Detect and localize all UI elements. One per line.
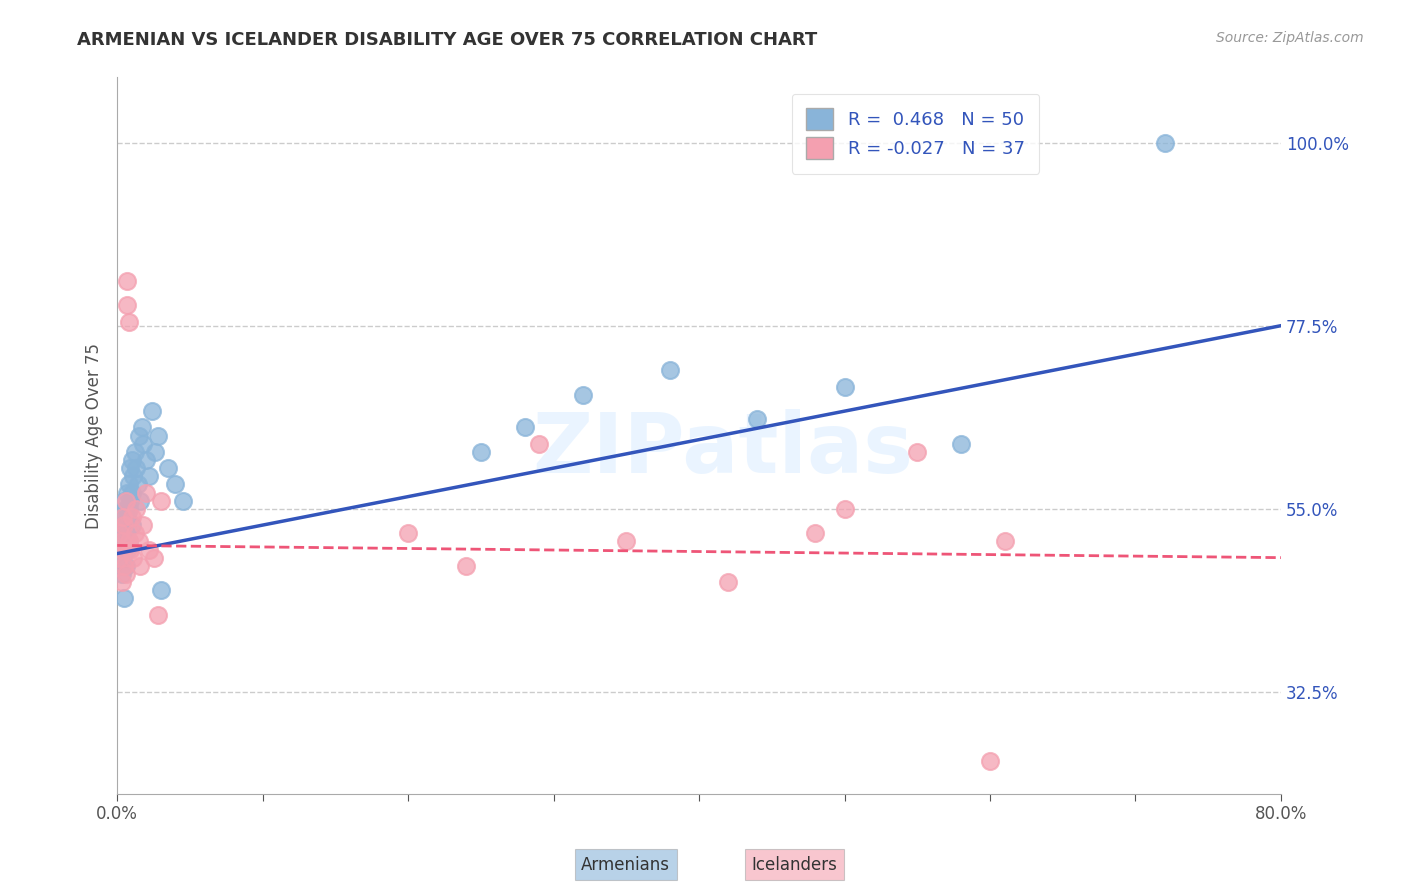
Point <box>172 493 194 508</box>
Point <box>108 526 131 541</box>
Point <box>115 501 138 516</box>
Point <box>122 469 145 483</box>
Point <box>905 445 928 459</box>
Point <box>834 380 856 394</box>
Point <box>108 550 131 565</box>
Point <box>114 558 136 573</box>
Text: ZIPatlas: ZIPatlas <box>531 409 912 491</box>
Point <box>114 493 136 508</box>
Point <box>834 501 856 516</box>
Point <box>115 526 138 541</box>
Point <box>157 461 180 475</box>
Point <box>571 388 593 402</box>
Point <box>117 274 139 288</box>
Point <box>110 534 132 549</box>
Point <box>146 428 169 442</box>
Point <box>659 363 682 377</box>
Point <box>111 534 134 549</box>
Point <box>129 493 152 508</box>
Point <box>131 420 153 434</box>
Point <box>118 534 141 549</box>
Text: ARMENIAN VS ICELANDER DISABILITY AGE OVER 75 CORRELATION CHART: ARMENIAN VS ICELANDER DISABILITY AGE OVE… <box>77 31 817 49</box>
Point <box>121 453 143 467</box>
Point <box>110 510 132 524</box>
Point <box>117 298 139 312</box>
Point <box>149 493 172 508</box>
Legend: R =  0.468   N = 50, R = -0.027   N = 37: R = 0.468 N = 50, R = -0.027 N = 37 <box>792 94 1039 174</box>
Point <box>115 558 138 573</box>
Point <box>118 534 141 549</box>
Text: Icelanders: Icelanders <box>751 855 838 873</box>
Point <box>128 534 150 549</box>
Point <box>614 534 637 549</box>
Point <box>114 591 136 606</box>
Point <box>456 558 478 573</box>
Point <box>396 526 419 541</box>
Point <box>165 477 187 491</box>
Point <box>118 477 141 491</box>
Point <box>979 754 1001 768</box>
Point <box>120 493 142 508</box>
Point <box>107 550 129 565</box>
Point <box>124 526 146 541</box>
Point <box>121 518 143 533</box>
Point <box>117 485 139 500</box>
Point <box>146 607 169 622</box>
Point <box>124 445 146 459</box>
Point <box>470 445 492 459</box>
Point <box>129 558 152 573</box>
Point <box>127 477 149 491</box>
Point <box>117 510 139 524</box>
Point <box>111 542 134 557</box>
Point <box>513 420 536 434</box>
Point <box>120 542 142 557</box>
Point <box>125 501 148 516</box>
Point <box>138 542 160 557</box>
Point <box>142 550 165 565</box>
Point <box>122 550 145 565</box>
Text: Source: ZipAtlas.com: Source: ZipAtlas.com <box>1216 31 1364 45</box>
Point <box>111 510 134 524</box>
Point <box>135 485 157 500</box>
Point <box>108 526 131 541</box>
Point <box>120 461 142 475</box>
Point <box>141 404 163 418</box>
Point <box>132 518 155 533</box>
Point <box>111 518 134 533</box>
Point <box>143 445 166 459</box>
Point <box>110 566 132 581</box>
Point <box>115 566 138 581</box>
Point <box>804 526 827 541</box>
Point <box>121 510 143 524</box>
Point <box>527 436 550 450</box>
Point <box>118 501 141 516</box>
Point <box>114 542 136 557</box>
Point <box>125 461 148 475</box>
Point <box>128 428 150 442</box>
Point <box>1153 136 1175 150</box>
Point <box>132 436 155 450</box>
Point <box>717 575 740 590</box>
Point <box>138 469 160 483</box>
Point <box>949 436 972 450</box>
Point <box>993 534 1015 549</box>
Text: Armenians: Armenians <box>581 855 671 873</box>
Point <box>135 453 157 467</box>
Point <box>117 542 139 557</box>
Point <box>115 493 138 508</box>
Point <box>747 412 769 426</box>
Point <box>114 518 136 533</box>
Point <box>149 583 172 598</box>
Point <box>118 315 141 329</box>
Point <box>110 575 132 590</box>
Y-axis label: Disability Age Over 75: Disability Age Over 75 <box>86 343 103 529</box>
Point <box>111 558 134 573</box>
Point <box>107 542 129 557</box>
Point <box>121 485 143 500</box>
